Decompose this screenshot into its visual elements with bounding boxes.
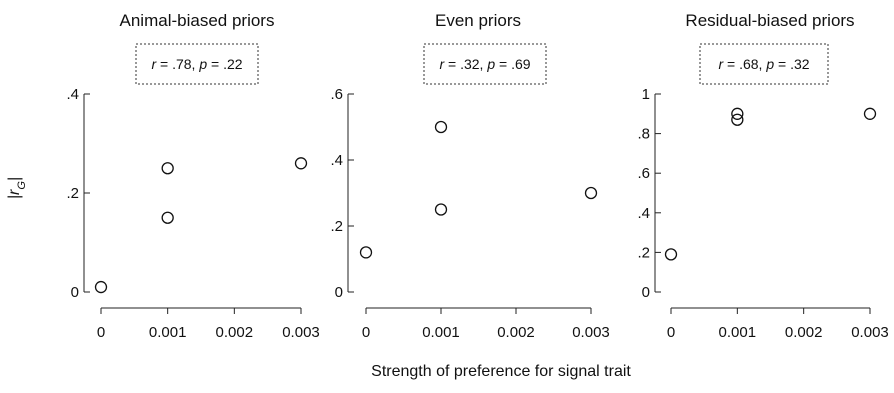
- data-point: [664, 248, 678, 261]
- y-axis-label-suffix: |: [6, 177, 23, 181]
- stat-text: r = .78, p = .22: [151, 56, 242, 72]
- stat-text: r = .68, p = .32: [718, 56, 809, 72]
- y-tick-label: .4: [330, 152, 343, 169]
- stat-box: [699, 43, 829, 85]
- y-tick-label: .4: [66, 86, 79, 103]
- y-tick-label: 0: [642, 284, 650, 301]
- data-point: [584, 186, 598, 200]
- x-tick-label: 0.002: [216, 324, 254, 341]
- x-tick-label: 0: [97, 324, 105, 341]
- x-tick-label: 0.003: [851, 324, 889, 341]
- data-point: [161, 162, 174, 175]
- panel-3: Residual-biased priors r = .68, p = .32 0.…: [637, 11, 888, 341]
- panel-title: Residual-biased priors: [685, 11, 854, 30]
- y-tick-label: .2: [66, 185, 79, 202]
- data-point: [863, 107, 877, 120]
- x-axis-label: Strength of preference for signal trait: [371, 363, 631, 380]
- y-axis-label-prefix: |r: [6, 189, 23, 199]
- x-tick-label: 0: [362, 324, 370, 341]
- y-tick-label: .4: [637, 205, 650, 222]
- data-point: [434, 203, 448, 216]
- y-axis-label: |rG|: [6, 177, 28, 199]
- data-point: [434, 120, 448, 134]
- y-tick-label: 1: [642, 86, 650, 103]
- x-tick-label: 0.003: [282, 324, 320, 341]
- y-axis-label-subscript: G: [16, 181, 28, 190]
- panel-title: Animal-biased priors: [120, 11, 275, 30]
- panel-1: Animal-biased priors r = .78, p = .22 0 .2.…: [66, 11, 319, 341]
- y-tick-label: .8: [637, 126, 650, 143]
- x-tick-label: 0: [667, 324, 675, 341]
- panel-2: Even priors r = .32, p = .69 0 .2 .4 .6 0 0.001…: [330, 11, 609, 341]
- data-point: [731, 107, 744, 120]
- stat-box: [423, 43, 547, 85]
- stat-text: r = .32, p = .69: [439, 56, 530, 72]
- y-tick-label: .6: [330, 86, 343, 103]
- y-tick-label: .2: [637, 244, 650, 261]
- x-tick-label: 0.001: [719, 324, 757, 341]
- x-tick-label: 0.001: [149, 324, 187, 341]
- x-tick-label: 0.001: [422, 324, 460, 341]
- data-point: [359, 246, 373, 259]
- y-tick-label: .2: [330, 218, 343, 235]
- data-point: [161, 211, 174, 224]
- y-tick-label: 0: [335, 284, 343, 301]
- y-tick-label: 0: [71, 284, 79, 301]
- x-tick-label: 0.002: [497, 324, 535, 341]
- panel-title: Even priors: [435, 11, 521, 30]
- x-tick-label: 0.003: [572, 324, 610, 341]
- data-point: [731, 113, 744, 126]
- data-point: [94, 280, 108, 294]
- data-point: [294, 157, 308, 170]
- x-tick-label: 0.002: [785, 324, 823, 341]
- y-tick-label: .6: [637, 165, 650, 182]
- stat-box: [135, 43, 259, 85]
